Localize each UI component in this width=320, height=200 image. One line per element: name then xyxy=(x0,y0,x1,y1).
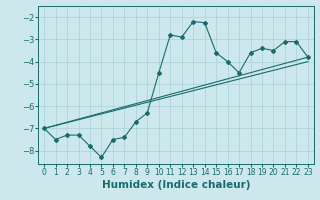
X-axis label: Humidex (Indice chaleur): Humidex (Indice chaleur) xyxy=(102,180,250,190)
